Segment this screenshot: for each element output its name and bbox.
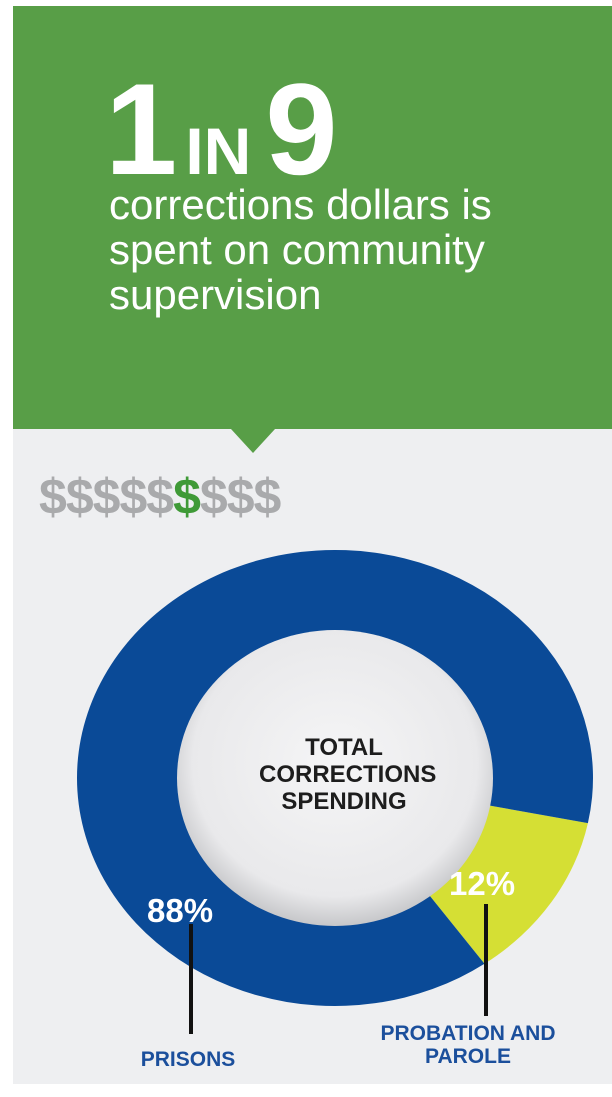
dollar-sign-highlighted: $: [173, 469, 201, 525]
dollar-sign: $: [39, 469, 67, 525]
headline-ratio: 1 IN 9: [105, 64, 338, 194]
dollar-sign: $: [226, 469, 255, 525]
banner-pointer: [231, 429, 275, 453]
dollar-row: $$$$$$$$$: [39, 468, 282, 526]
infographic-card: 1 IN 9 corrections dollars is spent on com…: [13, 6, 612, 1084]
dollar-sign: $: [199, 469, 228, 525]
probation-percent-label: 12%: [449, 865, 516, 902]
headline-subtitle: corrections dollars is spent on communit…: [109, 181, 492, 318]
dollar-sign: $: [119, 469, 147, 525]
donut-hole: [177, 630, 493, 926]
probation-category-label: PROBATION AND PAROLE: [380, 1022, 556, 1068]
dollar-sign: $: [146, 469, 174, 525]
prisons-leader-line: [189, 924, 193, 1034]
probation-leader-line: [484, 904, 488, 1016]
donut-center-label: TOTAL CORRECTIONS SPENDING: [259, 734, 437, 815]
headline-banner: 1 IN 9 corrections dollars is spent on com…: [13, 6, 612, 429]
donut-chart: [77, 549, 594, 1006]
headline-number-one: 1: [105, 56, 177, 202]
prisons-category-label: PRISONS: [140, 1048, 236, 1071]
dollar-sign: $: [253, 469, 282, 525]
dollar-sign: $: [92, 469, 121, 525]
headline-in-word: IN: [185, 114, 252, 188]
headline-number-nine: 9: [265, 56, 337, 202]
prisons-percent-label: 88%: [147, 892, 214, 929]
dollar-sign: $: [65, 469, 94, 525]
